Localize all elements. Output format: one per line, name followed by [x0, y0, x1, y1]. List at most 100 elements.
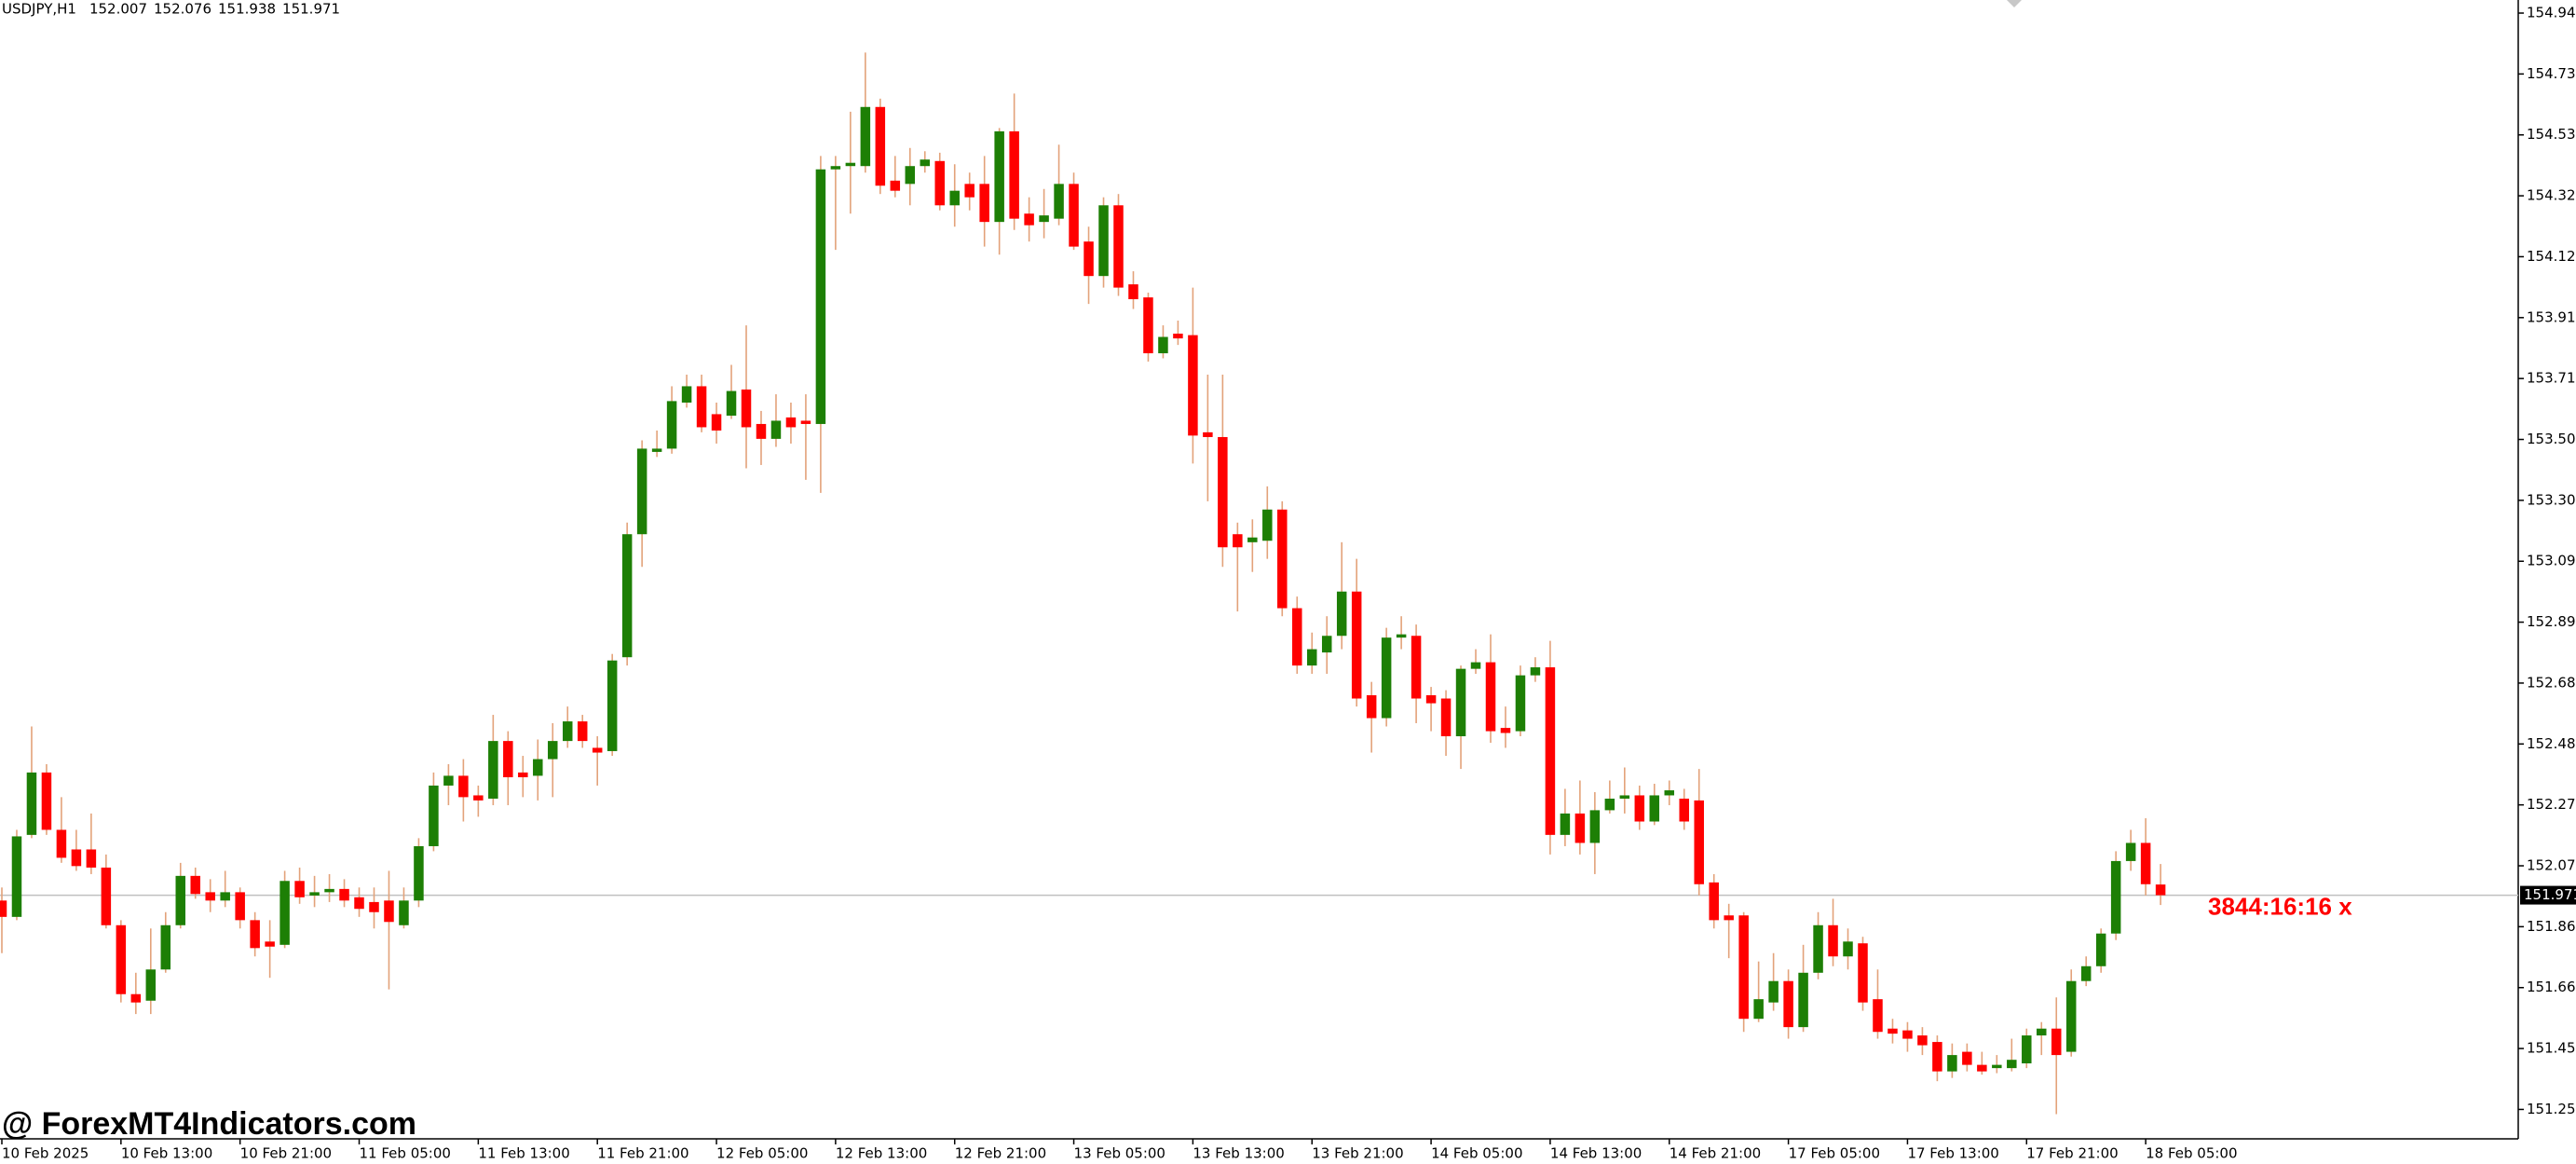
x-tick-label: 10 Feb 13:00	[121, 1145, 212, 1162]
candle-body	[414, 845, 424, 901]
candle-body	[1664, 790, 1675, 796]
candle-body	[592, 747, 603, 753]
candle-body	[1233, 534, 1243, 548]
candle-body	[770, 420, 782, 439]
candle-body	[1977, 1064, 1987, 1072]
candle-body	[1619, 795, 1630, 799]
candle-body	[1649, 795, 1660, 822]
candle-body	[1888, 1028, 1898, 1034]
candle-body	[488, 741, 498, 799]
candle-body	[815, 169, 826, 424]
candle-body	[1634, 795, 1645, 822]
ohlc-readout: 151.938	[218, 1, 276, 18]
candle-body	[1798, 972, 1808, 1028]
candle-body	[2022, 1035, 2032, 1064]
candle-body	[1709, 882, 1719, 921]
candle-body	[160, 924, 171, 970]
candle-body	[56, 829, 67, 858]
candle-body	[443, 775, 454, 786]
candle-body	[666, 401, 677, 449]
countdown: 3844:16:16 x	[2208, 892, 2352, 920]
candle-body	[934, 160, 945, 206]
candle-body	[1336, 591, 1347, 637]
candle-body	[949, 190, 960, 206]
candle-body	[1188, 335, 1198, 436]
candle-body	[1470, 662, 1481, 669]
y-tick-label: 153.915	[2527, 308, 2576, 325]
x-tick-label: 17 Feb 13:00	[1907, 1145, 1998, 1162]
candle-body	[26, 772, 37, 835]
candle-body	[1813, 924, 1823, 973]
candle-body	[101, 867, 112, 925]
y-tick-label: 153.095	[2527, 553, 2576, 569]
candle-body	[1054, 184, 1064, 219]
candle-body	[2095, 933, 2106, 966]
candle-body	[2140, 842, 2151, 884]
x-tick-label: 10 Feb 2025	[2, 1145, 89, 1162]
candle-body	[636, 448, 647, 535]
candle-body	[265, 941, 275, 947]
candle-body	[1500, 728, 1511, 733]
candle-body	[429, 785, 439, 846]
candle-body	[1158, 336, 1168, 354]
candle-body	[1024, 213, 1034, 226]
candle-body	[2065, 980, 2077, 1052]
candle-body	[1992, 1064, 2002, 1069]
candle-body	[994, 130, 1004, 223]
candle-body	[1738, 915, 1749, 1020]
candle-body	[145, 969, 157, 1001]
x-tick-label: 12 Feb 13:00	[836, 1145, 927, 1162]
candle-body	[1069, 184, 1079, 247]
candle-body	[696, 386, 707, 428]
candle-body	[1009, 130, 1019, 219]
candle-body	[1455, 668, 1466, 737]
y-tick-label: 152.480	[2527, 735, 2576, 752]
watermark: @ ForexMT4Indicators.com	[2, 1106, 416, 1142]
y-tick-label: 152.890	[2527, 613, 2576, 630]
candle-body	[845, 162, 856, 167]
candle-body	[1425, 695, 1437, 704]
candle-body	[800, 420, 811, 424]
candle-body	[920, 159, 931, 167]
candle-body	[1113, 205, 1124, 288]
ohlc-readout: 151.971	[282, 1, 340, 18]
candle-body	[339, 888, 349, 901]
candle-body	[548, 741, 558, 760]
candle-body	[1173, 334, 1183, 339]
x-tick-label: 17 Feb 05:00	[1789, 1145, 1880, 1162]
candle-body	[2110, 860, 2121, 934]
candle-body	[681, 386, 692, 403]
candle-body	[1828, 924, 1838, 957]
x-tick-label: 14 Feb 13:00	[1550, 1145, 1642, 1162]
x-tick-label: 18 Feb 05:00	[2146, 1145, 2237, 1162]
candle-body	[2051, 1028, 2062, 1056]
candle-body	[607, 660, 618, 751]
candle-body	[1039, 215, 1049, 223]
y-tick-label: 154.120	[2527, 248, 2576, 265]
candle-body	[1411, 636, 1422, 699]
candle-body	[205, 892, 215, 901]
y-tick-label: 151.250	[2527, 1101, 2576, 1117]
y-tick-label: 152.070	[2527, 857, 2576, 874]
x-tick-label: 11 Feb 13:00	[478, 1145, 569, 1162]
candle-body	[726, 390, 737, 417]
candle-body	[964, 184, 975, 198]
candle-body	[1589, 810, 1601, 843]
candle-body	[756, 423, 767, 439]
candle-body	[1218, 436, 1228, 548]
x-tick-label: 14 Feb 05:00	[1431, 1145, 1522, 1162]
x-tick-label: 13 Feb 21:00	[1312, 1145, 1403, 1162]
current-price-box	[2520, 885, 2576, 905]
candle-body	[1321, 636, 1332, 653]
candle-body	[1485, 662, 1496, 732]
candle-body	[235, 892, 245, 921]
x-tick-label: 17 Feb 21:00	[2026, 1145, 2118, 1162]
candle-body	[741, 389, 752, 428]
x-tick-label: 12 Feb 21:00	[955, 1145, 1046, 1162]
candle-body	[1440, 698, 1452, 737]
y-tick-label: 154.940	[2527, 5, 2576, 21]
candle-body	[250, 920, 260, 949]
y-tick-label: 153.300	[2527, 491, 2576, 508]
